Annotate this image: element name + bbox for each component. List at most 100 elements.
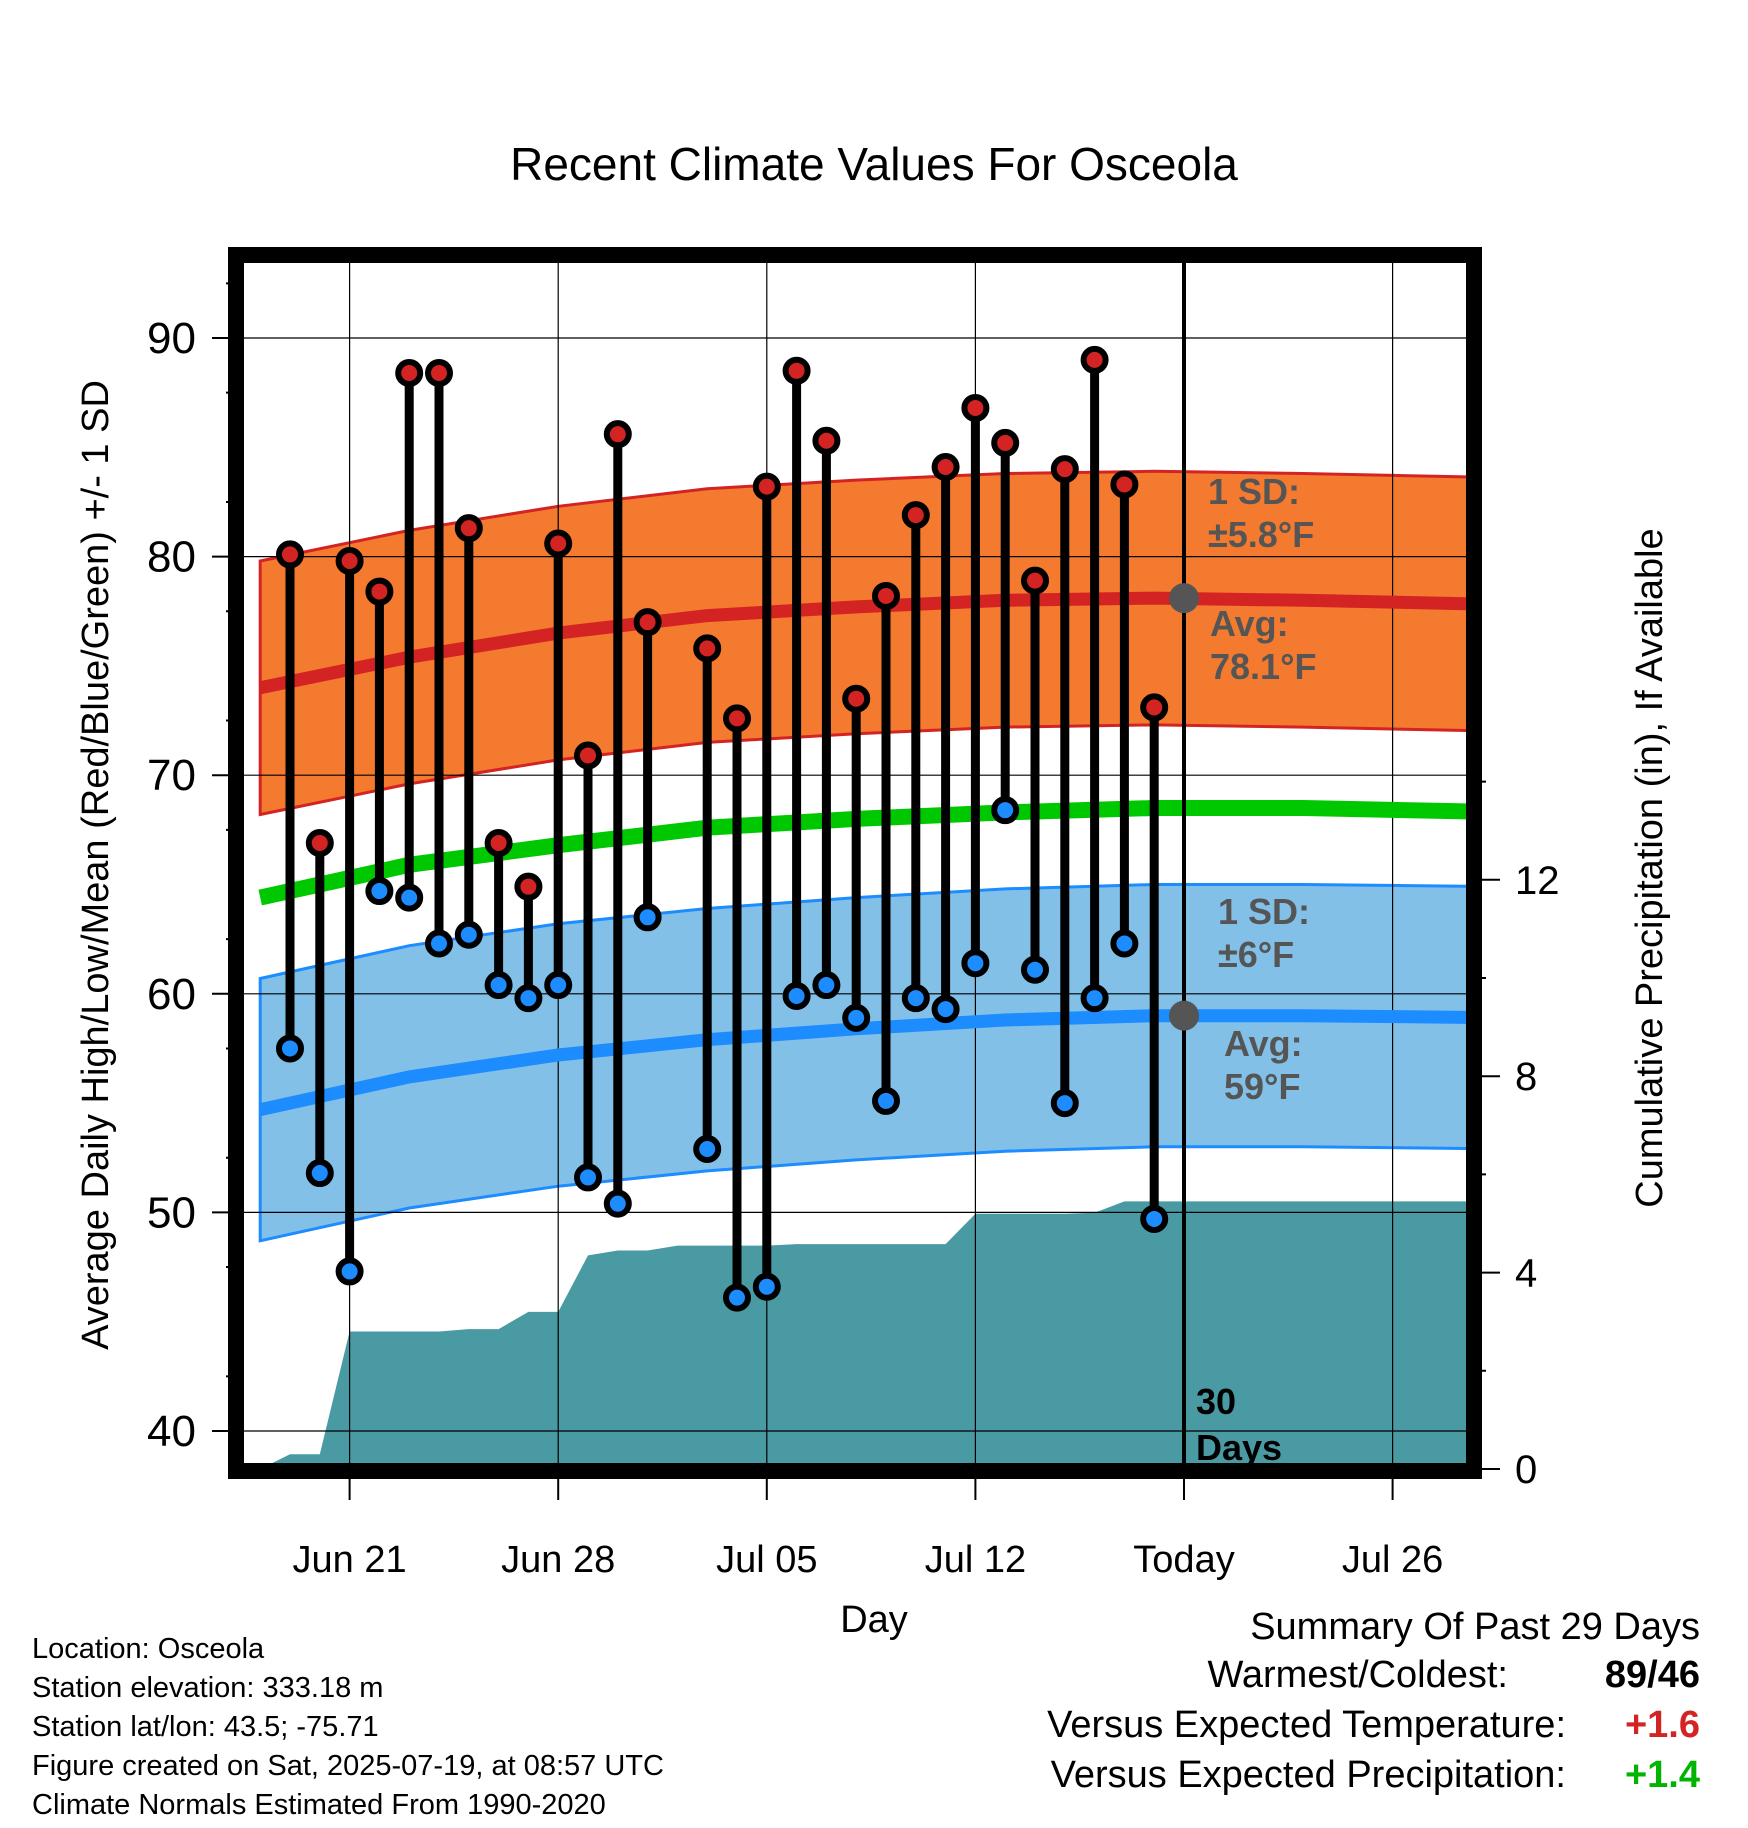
normal-high-line [258,591,1466,695]
daily-high-point [812,426,841,455]
precip-area [244,1201,1466,1464]
x-tick-label: Jun 21 [293,1539,407,1581]
plot-frame [228,247,1482,1479]
today-label-days: Days [1196,1427,1282,1468]
y-tick-label: 50 [147,1188,196,1237]
daily-low-point [812,971,841,1000]
daily-high-point [633,608,662,637]
x-tick-label: Jul 05 [716,1539,817,1581]
y-tick-label: 40 [147,1407,196,1456]
y-tick-label: 90 [147,314,196,363]
daily-high-point [305,828,334,857]
summary-precip-label: Versus Expected Precipitation: [1050,1754,1566,1796]
daily-high-point [1140,693,1169,722]
normals-text: Climate Normals Estimated From 1990-2020 [32,1789,606,1821]
high-avg-marker [1169,583,1199,614]
daily-high-point [901,501,930,530]
daily-low-point [633,903,662,932]
daily-high-point [335,546,364,575]
daily-low-point [1110,929,1139,958]
summary-warm-cold-label: Warmest/Coldest: [1207,1654,1508,1696]
daily-high-point [1050,455,1079,484]
y-axis-label: Average Daily High/Low/Mean (Red/Blue/Gr… [75,380,117,1350]
daily-high-point [395,358,424,387]
daily-low-point [901,984,930,1013]
daily-high-point [574,741,602,770]
daily-low-point [1021,955,1049,984]
daily-low-point [752,1272,781,1301]
y2-tick-label: 4 [1515,1252,1537,1296]
location-text: Location: Osceola [32,1633,265,1665]
y2-axis-label: Cumulative Precipitation (in), If Availa… [1629,528,1671,1207]
summary-title: Summary Of Past 29 Days [1250,1606,1700,1648]
summary-temp-label: Versus Expected Temperature: [1047,1704,1566,1746]
daily-high-point [752,472,781,501]
daily-high-point [454,514,483,543]
x-tick-label: Jul 12 [925,1539,1026,1581]
today-label-days-count: 30 [1196,1381,1236,1422]
summary-precip-row: Versus Expected Precipitation: +1.4 [0,1754,1748,1802]
high-sd-annotation-line: ±5.8°F [1208,514,1314,555]
low-sd-annotation-line: 1 SD: [1218,891,1310,932]
daily-low-point [872,1086,900,1115]
y-tick-label: 80 [147,533,196,582]
low-avg-annotation-line: 59°F [1224,1066,1300,1107]
daily-low-point [514,984,543,1013]
daily-low-point [1080,984,1109,1013]
daily-high-point [365,577,394,606]
daily-low-point [574,1163,602,1192]
daily-low-point [484,971,513,1000]
daily-high-point [693,634,722,663]
y-tick-label: 60 [147,970,196,1019]
x-tick-label: Today [1133,1539,1234,1581]
daily-low-point [335,1257,364,1286]
summary-warm-cold-row: Warmest/Coldest: 89/46 [0,1654,1748,1702]
daily-high-point [603,420,632,449]
chart-title: Recent Climate Values For Osceola [510,138,1238,190]
daily-low-point [454,920,483,949]
daily-high-point [872,581,900,610]
daily-high-point [1021,566,1049,595]
coldest-value: 46 [1657,1654,1700,1696]
daily-low-point [723,1283,751,1312]
daily-high-point [425,358,453,387]
daily-low-point [931,995,960,1024]
low-avg-marker [1169,1000,1199,1031]
daily-high-point [723,704,751,733]
daily-high-point [842,684,871,713]
summary-temp-value: +1.6 [1624,1704,1700,1746]
low-avg-annotation-line: Avg: [1224,1023,1303,1064]
daily-high-point [544,529,573,558]
daily-high-point [1080,345,1109,374]
y2-tick-label: 12 [1515,859,1560,903]
daily-low-point [1140,1204,1169,1233]
daily-low-point [961,949,990,978]
daily-low-point [425,929,453,958]
daily-high-point [991,428,1020,457]
daily-high-point [484,828,513,857]
y-tick-label: 70 [147,751,196,800]
daily-low-point [365,877,394,906]
summary-temp-row: Versus Expected Temperature: +1.6 [0,1704,1748,1752]
y2-tick-label: 8 [1515,1055,1537,1099]
daily-low-point [276,1034,304,1063]
high-avg-annotation-line: 78.1°F [1210,646,1316,687]
daily-low-point [544,971,573,1000]
summary-precip-value: +1.4 [1624,1754,1700,1796]
daily-high-point [961,393,990,422]
daily-low-point [991,796,1020,825]
daily-high-point [782,356,811,385]
low-sd-annotation-line: ±6°F [1218,934,1294,975]
warmest-value: 89 [1604,1654,1648,1696]
x-tick-label: Jun 28 [501,1539,615,1581]
elevation-text: Station elevation: 333.18 m [32,1672,384,1704]
daily-high-point [1110,470,1139,499]
daily-low-point [782,981,811,1010]
created-text: Figure created on Sat, 2025-07-19, at 08… [32,1750,664,1782]
daily-high-point [276,540,304,569]
daily-low-point [693,1135,722,1164]
x-axis-label: Day [840,1599,908,1641]
daily-low-point [1050,1089,1079,1118]
